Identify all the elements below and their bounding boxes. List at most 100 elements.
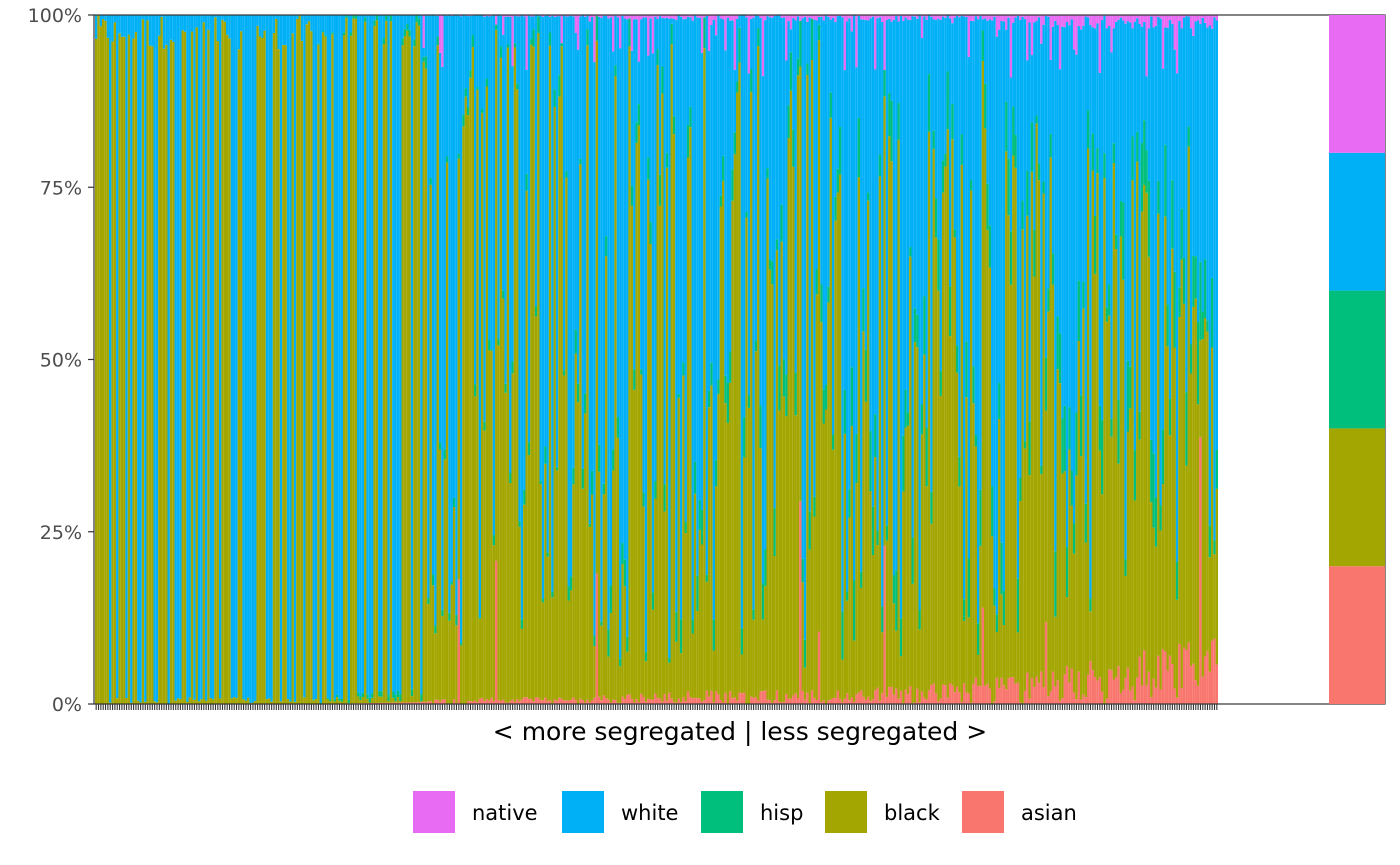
bar-segment-asian — [502, 699, 505, 704]
bar-segment-black — [422, 61, 425, 702]
bar-segment-white — [607, 18, 610, 630]
bar-segment-native — [808, 15, 811, 18]
bar-segment-hisp — [768, 259, 772, 270]
bar-segment-asian — [820, 702, 823, 704]
bar-segment-asian — [757, 700, 760, 704]
bar-segment-hisp — [675, 612, 678, 642]
bar-segment-hisp — [909, 247, 912, 257]
bar-segment-asian — [394, 702, 397, 704]
bar-segment-black — [1168, 435, 1172, 656]
bar-segment-asian — [984, 685, 987, 704]
bar-segment-white — [364, 15, 367, 18]
bar-segment-asian — [434, 699, 437, 704]
bar-segment-black — [630, 205, 634, 699]
bar-segment-hisp — [525, 173, 528, 191]
bar-segment-hisp — [651, 592, 655, 610]
bar-segment-black — [466, 115, 470, 701]
bar-segment-black — [389, 21, 393, 703]
bar-segment-white — [270, 15, 273, 702]
bar-segment-native — [1086, 15, 1090, 18]
bar-segment-asian — [1054, 686, 1057, 704]
bar-segment-white — [1117, 19, 1120, 401]
bar-segment-black — [686, 157, 690, 692]
bar-segment-native — [651, 15, 655, 54]
bar-segment-native — [665, 15, 669, 18]
bar-segment-white — [474, 15, 477, 385]
bar-segment-white — [399, 15, 402, 695]
bar-segment-hisp — [1201, 311, 1204, 340]
bar-segment-hisp — [403, 29, 407, 37]
bar-segment-black — [385, 20, 388, 703]
bar-segment-asian — [944, 685, 947, 704]
bar-segment-asian — [1138, 656, 1141, 704]
bar-segment-white — [796, 16, 800, 59]
bar-segment-native — [934, 15, 938, 21]
bar-segment-black — [1072, 553, 1076, 693]
bar-segment-black — [1051, 284, 1055, 672]
bar-segment-black — [1075, 475, 1078, 700]
bar-segment-asian — [822, 700, 825, 704]
bar-segment-asian — [429, 701, 432, 704]
bar-segment-black — [497, 345, 500, 700]
bar-segment-hisp — [530, 39, 533, 45]
bar-segment-white — [853, 15, 856, 581]
bar-segment-asian — [864, 699, 868, 704]
bar-segment-black — [752, 619, 755, 698]
bar-segment-black — [233, 697, 236, 704]
bar-segment-native — [920, 15, 924, 39]
bar-segment-hisp — [534, 306, 538, 317]
bar-segment-black — [1196, 404, 1200, 686]
bar-segment-asian — [993, 701, 996, 704]
bar-segment-hisp — [1035, 115, 1038, 124]
bar-segment-black — [263, 30, 266, 705]
bar-segment-hisp — [481, 108, 484, 113]
bar-segment-hisp — [626, 636, 629, 652]
bar-segment-black — [481, 112, 484, 698]
bar-segment-black — [691, 633, 694, 699]
bar-segment-white — [169, 15, 173, 40]
bar-segment-hisp — [502, 290, 505, 299]
bar-segment-native — [1126, 15, 1130, 22]
bar-segment-white — [1133, 21, 1137, 451]
bar-segment-white — [838, 15, 842, 127]
bar-segment-black — [387, 700, 390, 703]
bar-segment-hisp — [443, 449, 446, 460]
bar-segment-hisp — [654, 480, 657, 499]
bar-segment-black — [860, 587, 863, 691]
bar-segment-native — [1035, 15, 1038, 21]
bar-segment-asian — [541, 700, 545, 704]
bar-segment-white — [782, 17, 786, 360]
bar-segment-native — [843, 15, 847, 71]
bar-segment-native — [1124, 15, 1127, 24]
bar-segment-asian — [663, 694, 666, 704]
bar-segment-native — [768, 15, 772, 18]
bar-segment-black — [300, 40, 304, 705]
bar-segment-hisp — [1086, 110, 1090, 149]
bar-segment-black — [665, 167, 669, 701]
bar-segment-asian — [890, 686, 893, 704]
bar-segment-hisp — [700, 509, 704, 545]
bar-segment-hisp — [1065, 546, 1069, 598]
bar-segment-white — [382, 15, 386, 39]
bar-segment-hisp — [729, 351, 732, 383]
bar-segment-white — [1058, 69, 1062, 334]
bar-segment-black — [974, 446, 978, 678]
bar-segment-hisp — [1196, 322, 1200, 405]
bar-segment-black — [504, 392, 507, 703]
bar-segment-asian — [408, 702, 411, 704]
bar-segment-asian — [1037, 682, 1041, 704]
bar-segment-black — [953, 237, 956, 693]
y-tick-label: 50% — [40, 350, 82, 372]
bar-segment-hisp — [1208, 525, 1211, 558]
bar-segment-black — [944, 166, 947, 686]
bar-segment-asian — [920, 691, 924, 704]
bar-segment-native — [1178, 15, 1181, 22]
bar-segment-hisp — [764, 549, 767, 587]
bar-segment-black — [202, 22, 205, 704]
bar-segment-white — [705, 15, 708, 575]
bar-segment-white — [567, 16, 570, 587]
bar-segment-native — [1112, 15, 1116, 29]
bar-segment-white — [492, 15, 496, 536]
bar-segment-hisp — [588, 523, 591, 527]
bar-segment-asian — [846, 693, 849, 704]
